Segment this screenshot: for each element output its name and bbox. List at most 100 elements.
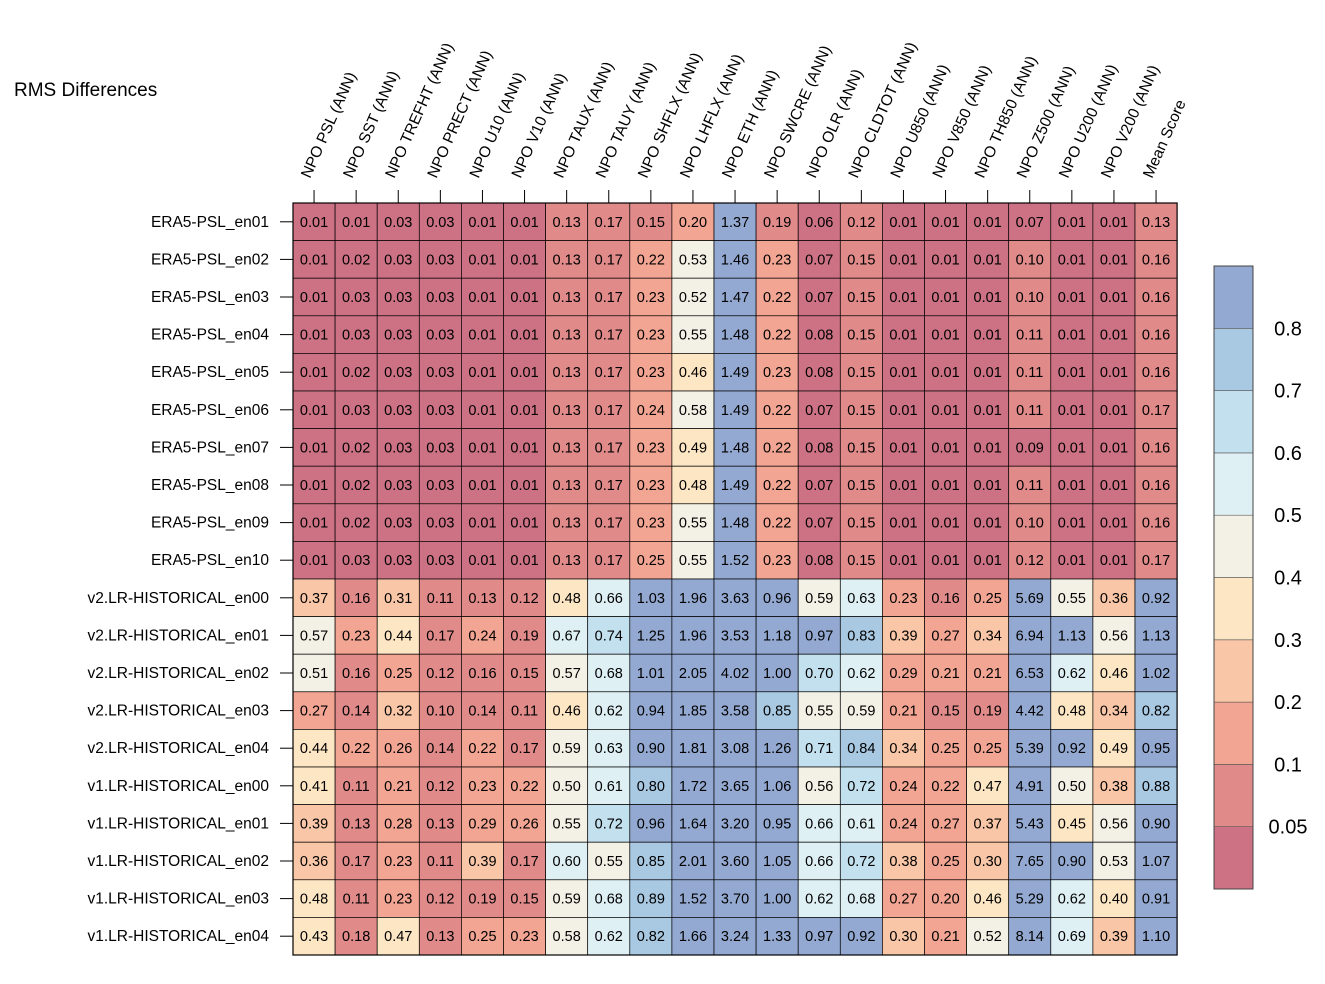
cell-value-label: 0.17	[595, 516, 623, 532]
heatmap-cell	[292, 428, 336, 467]
heatmap-cell	[1050, 503, 1094, 542]
colorbar-tick-label: 0.5	[1274, 505, 1302, 527]
cell-value-label: 0.46	[1100, 666, 1128, 682]
heatmap-cell	[292, 465, 336, 505]
cell-value-label: 0.55	[595, 854, 623, 870]
cell-value-label: 0.01	[510, 440, 538, 456]
cell-value-label: 0.23	[468, 779, 496, 795]
cell-value-label: 0.06	[805, 215, 833, 231]
cell-value-label: 0.70	[805, 666, 833, 682]
cell-value-label: 0.30	[974, 854, 1002, 870]
cell-value-label: 0.44	[384, 628, 412, 644]
cell-value-label: 0.01	[931, 403, 959, 419]
cell-value-label: 0.12	[426, 779, 454, 795]
heatmap-cell	[292, 315, 336, 354]
heatmap-cell	[461, 616, 504, 655]
cell-value-label: 0.13	[426, 816, 454, 832]
heatmap-cell	[545, 428, 589, 467]
heatmap-cell	[671, 879, 715, 918]
cell-value-label: 0.22	[763, 290, 791, 306]
cell-value-label: 0.01	[974, 403, 1002, 419]
heatmap-cell	[713, 766, 757, 805]
heatmap-cell	[503, 541, 546, 580]
heatmap-cell	[924, 541, 967, 580]
heatmap-cell	[418, 729, 462, 768]
cell-value-label: 0.18	[342, 929, 370, 945]
heatmap-cell	[545, 465, 589, 505]
cell-value-label: 0.03	[384, 290, 412, 306]
cell-value-label: 0.59	[805, 591, 833, 607]
heatmap-cell	[292, 541, 336, 580]
cell-value-label: 0.07	[805, 516, 833, 532]
heatmap-cell	[376, 240, 420, 279]
heatmap-cell	[797, 766, 841, 805]
cell-value-label: 0.62	[1058, 892, 1086, 908]
cell-value-label: 0.29	[468, 816, 496, 832]
cell-value-label: 0.23	[384, 854, 412, 870]
heatmap-cell	[882, 503, 925, 542]
heatmap-cell	[1008, 541, 1052, 580]
cell-value-label: 0.01	[1058, 516, 1086, 532]
heatmap-cell	[587, 578, 631, 617]
cell-value-label: 0.16	[1142, 252, 1170, 268]
heatmap-cell	[924, 879, 967, 918]
heatmap-cell	[755, 616, 799, 655]
cell-value-label: 1.49	[721, 403, 749, 419]
cell-value-label: 0.01	[300, 215, 328, 231]
colorbar-segment	[1213, 826, 1254, 890]
cell-value-label: 0.24	[468, 628, 496, 644]
heatmap-cell	[587, 240, 631, 279]
cell-value-label: 0.16	[931, 591, 959, 607]
cell-value-label: 1.26	[763, 741, 791, 757]
heatmap-cell	[1050, 390, 1094, 429]
cell-value-label: 0.01	[974, 328, 1002, 344]
heatmap-cell	[924, 766, 967, 805]
cell-value-label: 0.27	[931, 628, 959, 644]
cell-value-label: 0.94	[637, 704, 665, 720]
heatmap-cell	[503, 691, 546, 730]
cell-value-label: 0.72	[595, 816, 623, 832]
row-label: ERA5-PSL_en10	[151, 552, 269, 569]
cell-value-label: 0.88	[1142, 779, 1170, 795]
cell-value-label: 0.22	[763, 516, 791, 532]
heatmap-cell	[461, 804, 504, 843]
heatmap-cell	[461, 841, 504, 881]
cell-value-label: 0.03	[384, 553, 412, 569]
cell-value-label: 0.01	[889, 553, 917, 569]
cell-value-label: 0.01	[300, 478, 328, 494]
heatmap-cell	[292, 353, 336, 392]
heatmap-cell	[545, 653, 589, 693]
cell-value-label: 0.08	[805, 553, 833, 569]
row-label: ERA5-PSL_en04	[151, 327, 269, 344]
cell-value-label: 0.17	[426, 628, 454, 644]
cell-value-label: 0.01	[1100, 440, 1128, 456]
cell-value-label: 0.58	[553, 929, 581, 945]
cell-value-label: 0.39	[1100, 929, 1128, 945]
cell-value-label: 0.50	[1058, 779, 1086, 795]
cell-value-label: 0.15	[510, 666, 538, 682]
cell-value-label: 0.16	[468, 666, 496, 682]
cell-value-label: 0.01	[510, 252, 538, 268]
cell-value-label: 0.01	[889, 365, 917, 381]
heatmap-cell	[882, 653, 925, 693]
heatmap-cell	[713, 578, 757, 617]
cell-value-label: 0.23	[342, 628, 370, 644]
cell-value-label: 0.03	[342, 290, 370, 306]
heatmap-cell	[334, 465, 378, 505]
heatmap-cell	[503, 503, 546, 542]
heatmap-cell	[755, 541, 799, 580]
cell-value-label: 0.22	[763, 440, 791, 456]
heatmap-cell	[755, 766, 799, 805]
heatmap-cell	[418, 315, 462, 354]
cell-value-label: 0.19	[510, 628, 538, 644]
cell-value-label: 0.91	[1142, 892, 1170, 908]
cell-value-label: 0.13	[553, 440, 581, 456]
cell-value-label: 3.53	[721, 628, 749, 644]
heatmap-cell	[503, 616, 546, 655]
heatmap-cell	[1008, 240, 1052, 279]
cell-value-label: 0.50	[553, 779, 581, 795]
cell-value-label: 1.10	[1142, 929, 1170, 945]
heatmap-cell	[966, 240, 1010, 279]
cell-value-label: 0.01	[510, 403, 538, 419]
heatmap-cell	[755, 653, 799, 693]
